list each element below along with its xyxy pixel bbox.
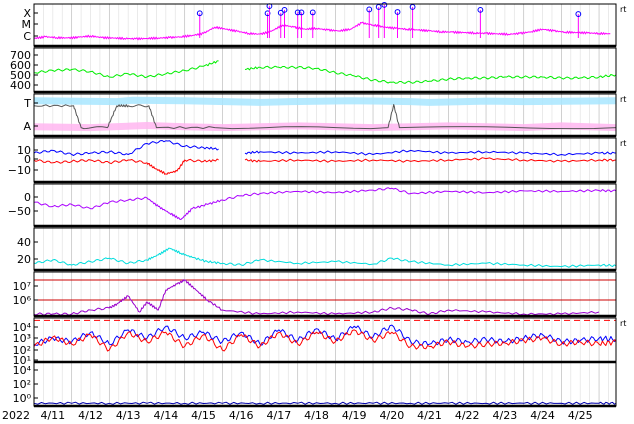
y-tick-label: 10⁰ <box>13 392 32 405</box>
flare-marker <box>264 10 271 17</box>
series-line <box>33 96 617 106</box>
flare-marker <box>281 6 288 13</box>
series-line <box>33 279 600 316</box>
y-tick-label: A <box>23 120 31 133</box>
series-line <box>33 329 617 352</box>
series-layer <box>33 1 617 405</box>
y-tick-label: 40 <box>17 236 31 249</box>
series-line <box>33 157 617 175</box>
panel-frame <box>33 183 617 227</box>
panel-right-mark: rt <box>620 139 626 148</box>
panel-right-mark: rt <box>620 95 626 104</box>
y-tick-label: 400 <box>10 79 31 92</box>
series-line <box>33 187 617 220</box>
grid-layer <box>33 4 609 406</box>
labels-layer: XMCrt700600500400TArt100−10rt0−50402010⁷… <box>2 5 626 422</box>
y-tick-label: −50 <box>8 205 31 218</box>
x-tick-label: 4/14 <box>153 409 178 422</box>
y-tick-label: 10⁷ <box>13 280 31 293</box>
panel-frame <box>33 227 617 271</box>
y-tick-label: M <box>22 18 32 31</box>
frame-layer <box>33 3 617 408</box>
x-tick-label: 4/20 <box>380 409 405 422</box>
y-tick-label: −10 <box>8 164 31 177</box>
y-tick-label: 700 <box>10 49 31 62</box>
flare-marker <box>366 6 373 13</box>
panel-right-mark: rt <box>620 5 626 14</box>
x-tick-label: 4/24 <box>530 409 555 422</box>
flare-marker <box>575 11 582 17</box>
flare-marker <box>375 4 382 10</box>
x-tick-label: 4/16 <box>229 409 254 422</box>
x-tick-label: 4/25 <box>568 409 593 422</box>
year-label: 2022 <box>2 409 30 422</box>
y-tick-label: T <box>23 97 31 110</box>
x-tick-label: 4/17 <box>267 409 292 422</box>
y-tick-label: 20 <box>17 253 31 266</box>
flare-marker <box>409 4 416 10</box>
x-tick-label: 4/11 <box>40 409 65 422</box>
x-tick-label: 4/23 <box>493 409 518 422</box>
panel-frame <box>33 317 617 363</box>
x-tick-label: 4/21 <box>417 409 442 422</box>
y-tick-label: 10⁴ <box>13 321 32 334</box>
x-tick-label: 4/18 <box>304 409 329 422</box>
y-tick-label: 10⁴ <box>13 364 32 377</box>
panel-right-mark: rt <box>620 319 626 328</box>
panel-frame <box>33 361 617 407</box>
y-tick-label: 0 <box>24 153 31 166</box>
series-line <box>33 60 617 84</box>
y-tick-label: 10³ <box>13 332 31 345</box>
flare-marker <box>277 9 284 16</box>
y-tick-label: 10⁶ <box>13 294 32 307</box>
x-tick-label: 4/19 <box>342 409 367 422</box>
series-line <box>33 247 617 268</box>
flare-marker <box>298 9 305 16</box>
series-line <box>33 21 611 41</box>
y-tick-label: 10² <box>13 378 31 391</box>
flare-marker <box>381 1 388 8</box>
flare-marker <box>477 6 484 13</box>
x-tick-label: 4/12 <box>78 409 103 422</box>
flare-marker <box>394 9 401 15</box>
flare-marker <box>294 9 301 16</box>
y-tick-label: 10¹ <box>13 354 31 367</box>
series-line <box>33 401 617 405</box>
series-line <box>33 140 617 156</box>
x-tick-label: 4/15 <box>191 409 216 422</box>
x-tick-label: 4/13 <box>116 409 141 422</box>
flare-marker <box>309 9 316 16</box>
y-tick-label: 10² <box>13 344 31 357</box>
y-tick-label: 500 <box>10 69 31 82</box>
panel-frame <box>33 271 617 317</box>
y-tick-label: C <box>23 30 31 43</box>
x-tick-label: 4/22 <box>455 409 480 422</box>
flare-marker <box>196 10 203 17</box>
series-line <box>33 324 617 346</box>
y-tick-label: X <box>23 7 31 20</box>
y-tick-label: 10 <box>17 144 31 157</box>
series-line <box>33 104 617 130</box>
y-tick-label: 600 <box>10 59 31 72</box>
y-tick-label: 0 <box>24 191 31 204</box>
